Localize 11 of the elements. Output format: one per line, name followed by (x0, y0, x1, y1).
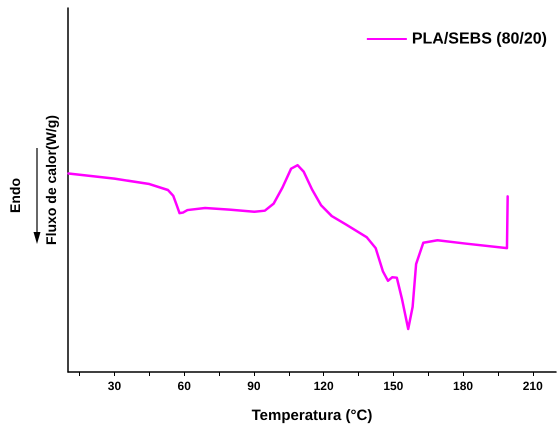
x-tick-label: 120 (314, 379, 334, 393)
x-tick-label: 180 (453, 379, 474, 393)
x-tick-label: 90 (247, 379, 261, 393)
x-tick-label: 150 (383, 379, 404, 393)
x-tick-label: 60 (178, 379, 192, 393)
x-tick-label: 30 (108, 379, 122, 393)
legend-label: PLA/SEBS (80/20) (412, 30, 547, 48)
x-tick-label: 210 (522, 379, 544, 393)
x-axis-title: Temperatura (°C) (252, 407, 372, 424)
text: Endo (7, 178, 23, 213)
y-axis-title: Fluxo de calor(W/g) (43, 115, 59, 245)
